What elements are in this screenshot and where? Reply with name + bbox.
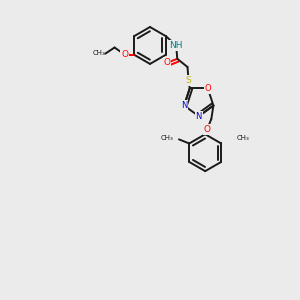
Text: O: O	[121, 50, 128, 59]
Text: NH: NH	[169, 41, 183, 50]
Text: O: O	[205, 84, 211, 93]
Text: O: O	[204, 124, 211, 134]
Text: O: O	[164, 58, 170, 68]
Text: N: N	[196, 112, 202, 121]
Text: CH₃: CH₃	[161, 135, 174, 141]
Text: S: S	[186, 76, 191, 85]
Text: CH₃: CH₃	[236, 135, 249, 141]
Text: CH₃: CH₃	[93, 50, 106, 56]
Text: N: N	[181, 101, 187, 110]
